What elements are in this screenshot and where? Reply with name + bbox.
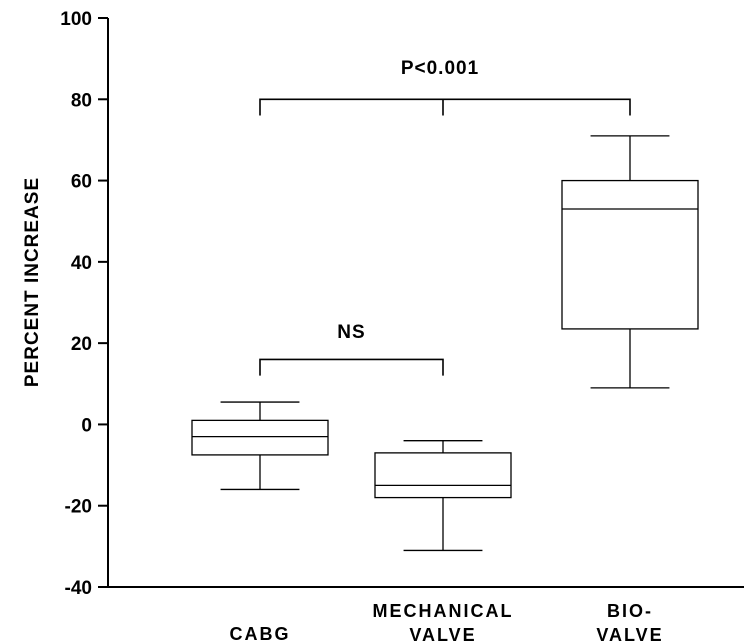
category-labels: CABG MECHANICAL VALVE BIO- VALVE: [230, 601, 663, 644]
box-group: [191, 401, 329, 491]
category-label: BIO-: [607, 601, 653, 621]
iqr-box: [374, 452, 512, 499]
y-tick-label: 80: [71, 90, 92, 111]
iqr-box: [561, 179, 699, 330]
y-tick-label: 0: [81, 415, 92, 436]
category-label: VALVE: [409, 625, 476, 644]
category-label: MECHANICAL: [373, 601, 514, 621]
y-tick-label: 60: [71, 172, 92, 193]
bracket-line: [259, 358, 444, 376]
y-tick-label: -40: [65, 578, 92, 599]
y-axis-label: PERCENT INCREASE: [22, 177, 43, 387]
category-label: CABG: [230, 624, 291, 644]
y-ticks: 100 80 60 40 20 0 -20 -40: [60, 9, 108, 599]
box-group: [374, 440, 512, 552]
y-tick-label: 40: [71, 253, 92, 274]
significance-bracket: NS: [259, 322, 444, 376]
y-tick-label: 100: [60, 9, 92, 30]
significance-label: P<0.001: [401, 58, 479, 79]
bracket-line: [259, 98, 631, 116]
y-tick-label: 20: [71, 334, 92, 355]
significance-bracket: P<0.001: [259, 58, 631, 116]
y-tick-label: -20: [65, 497, 92, 518]
iqr-box: [191, 419, 329, 456]
significance-label: NS: [337, 322, 365, 343]
annotations: P<0.001 NS: [259, 58, 631, 376]
box-group: [561, 135, 699, 389]
category-label: VALVE: [596, 625, 663, 644]
boxes: [191, 135, 699, 552]
